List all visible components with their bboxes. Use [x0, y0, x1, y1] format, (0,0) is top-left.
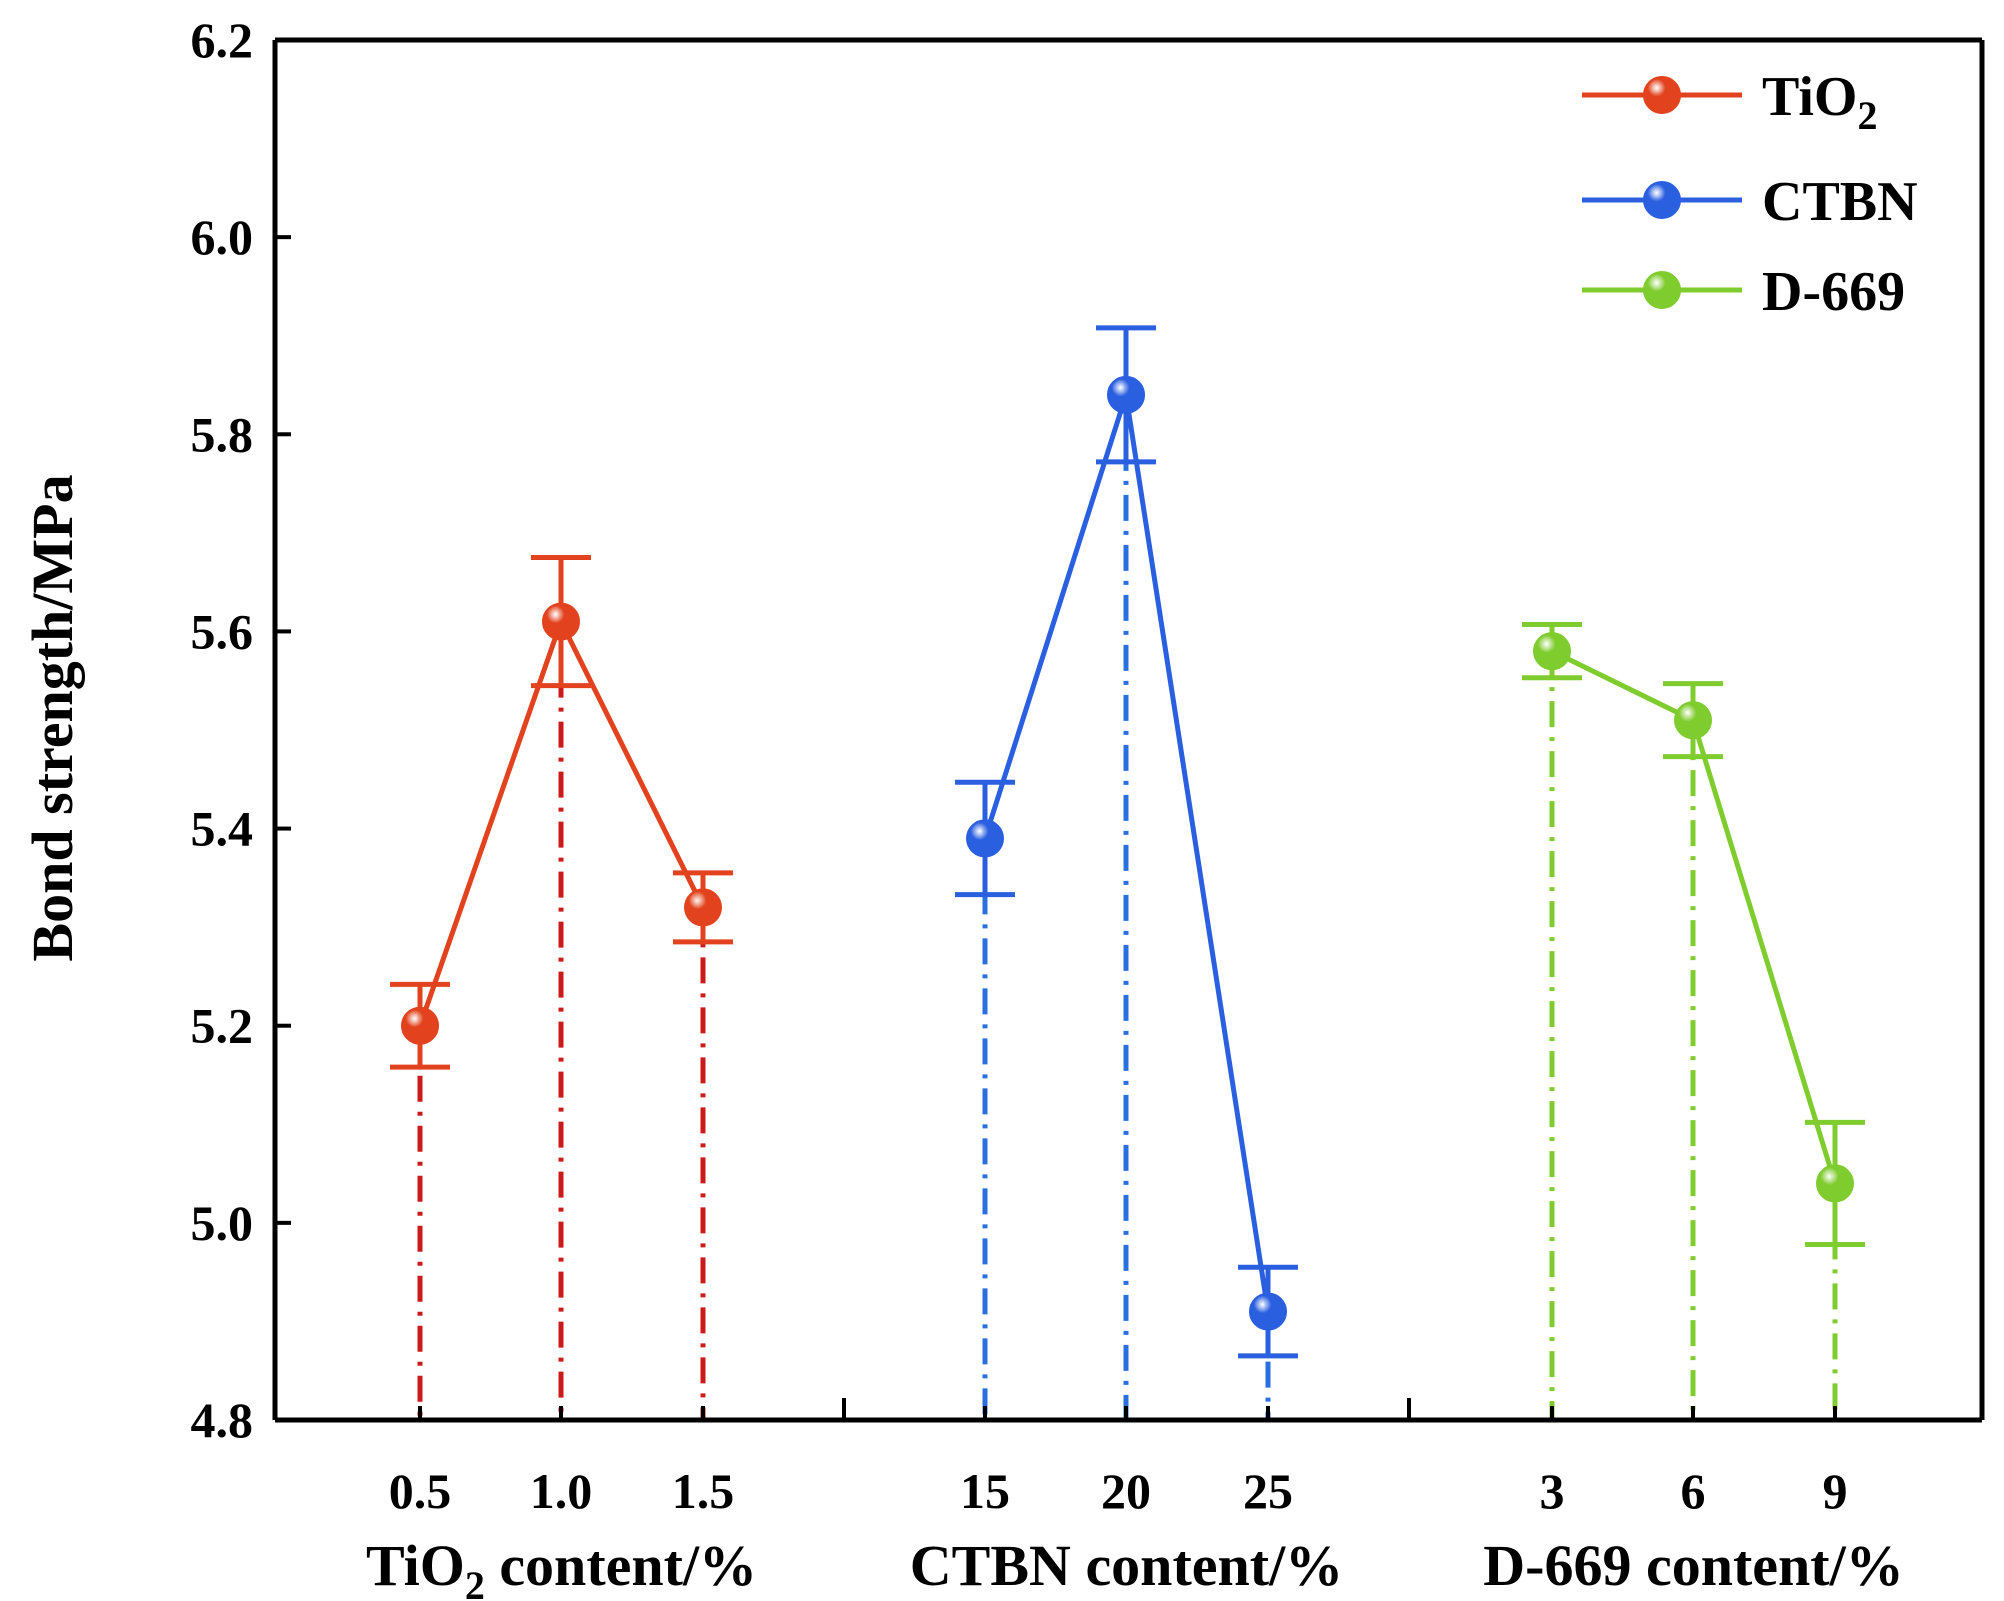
- data-point: [542, 602, 580, 641]
- y-tick-label: 4.8: [191, 1392, 254, 1448]
- y-tick-label: 5.6: [191, 603, 254, 659]
- legend: TiO2 CTBN D-669: [1582, 66, 1918, 323]
- legend-label-ctbn: CTBN: [1762, 171, 1918, 233]
- x-axis-label-ctbn: CTBN content/%: [910, 1533, 1343, 1598]
- legend-marker: [1643, 181, 1681, 219]
- x-tick-label: 0.5: [389, 1463, 452, 1519]
- legend-marker: [1643, 76, 1681, 114]
- y-tick-label: 6.2: [191, 12, 254, 68]
- y-axis-label: Bond strength/MPa: [20, 474, 85, 961]
- axes: 4.8 5.0 5.2 5.4 5.6 5.8 6.0 6.2 0.5 1.0 1.5 TiO2 co…: [191, 12, 1985, 1601]
- data-point: [401, 1006, 439, 1045]
- data-point: [966, 819, 1004, 858]
- x-tick-label: 3: [1540, 1463, 1565, 1519]
- x-tick-label: 6: [1681, 1463, 1706, 1519]
- legend-label-tio2: TiO2: [1762, 66, 1877, 138]
- drop-lines: [417, 394, 1838, 1420]
- y-tick-label: 5.8: [191, 406, 254, 462]
- data-point: [1674, 701, 1712, 740]
- series-layer: [390, 325, 1865, 1359]
- data-point: [1249, 1292, 1287, 1331]
- x-axis-label-d-669: D-669 content/%: [1483, 1533, 1903, 1598]
- y-tick-label: 5.2: [191, 998, 254, 1054]
- y-tick-label: 5.0: [191, 1195, 254, 1251]
- x-tick-label: 9: [1823, 1463, 1848, 1519]
- x-tick-label: 1.0: [530, 1463, 593, 1519]
- data-point: [1107, 375, 1145, 414]
- legend-marker: [1643, 271, 1681, 309]
- x-axis-label-tio2: TiO2 content/%: [366, 1533, 757, 1601]
- y-tick-label: 6.0: [191, 209, 254, 265]
- data-point: [1816, 1164, 1854, 1203]
- legend-label-d-669: D-669: [1762, 261, 1905, 323]
- data-point: [684, 888, 722, 927]
- x-tick-label: 15: [960, 1463, 1010, 1519]
- x-tick-label: 20: [1101, 1463, 1151, 1519]
- x-tick-label: 1.5: [672, 1463, 735, 1519]
- data-point: [1533, 632, 1571, 671]
- x-tick-label: 25: [1243, 1463, 1293, 1519]
- y-tick-label: 5.4: [191, 801, 254, 857]
